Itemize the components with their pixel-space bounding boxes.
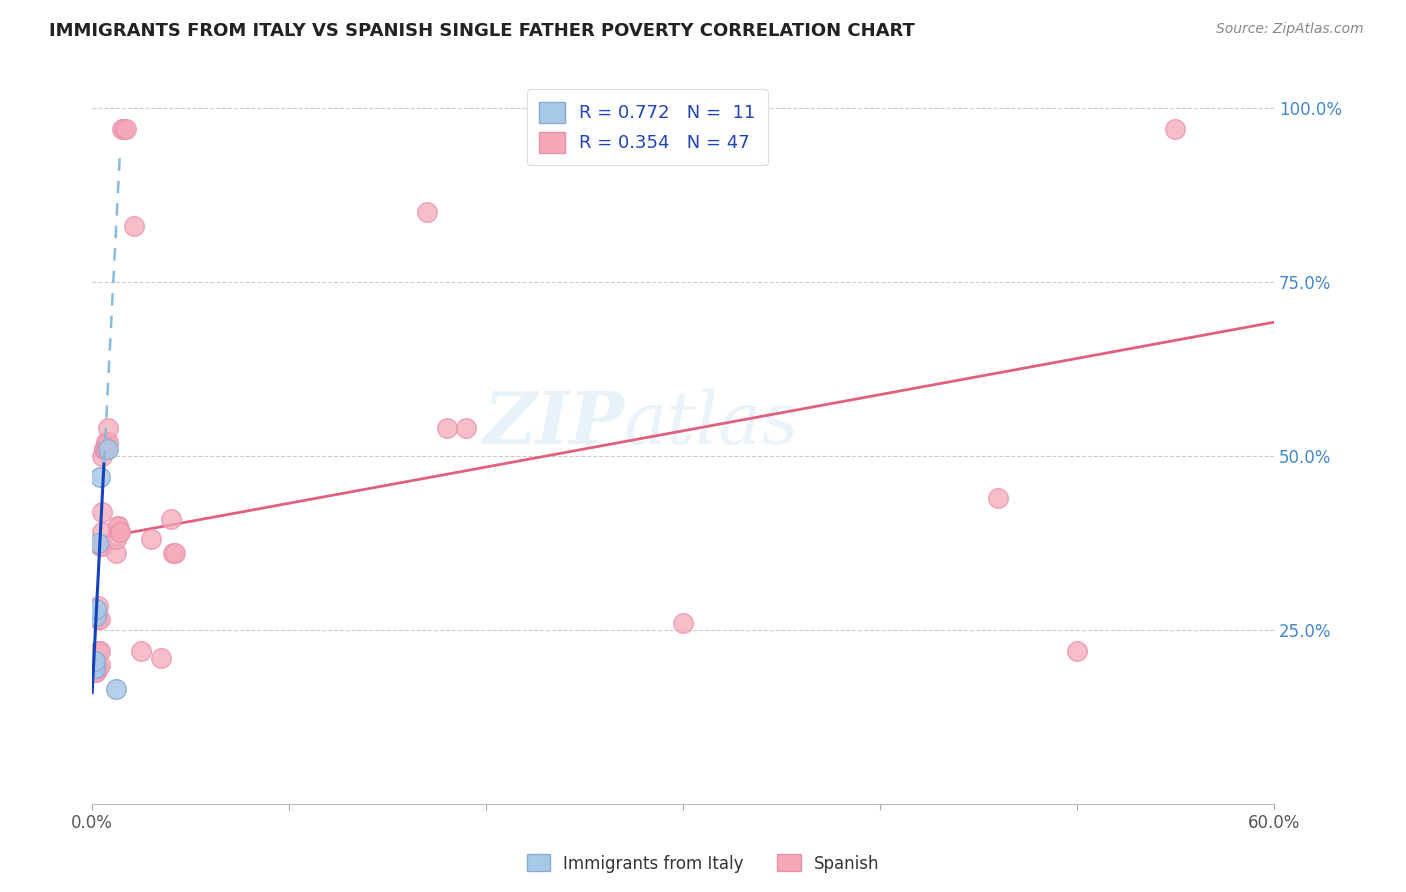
Point	[91, 525, 114, 540]
Point	[84, 665, 107, 679]
Point	[672, 615, 695, 630]
Point	[114, 121, 136, 136]
Point	[89, 644, 111, 658]
Point	[87, 536, 110, 550]
Point	[436, 421, 458, 435]
Point	[987, 491, 1010, 505]
Point	[93, 442, 115, 456]
Point	[1066, 644, 1088, 658]
Point	[104, 682, 127, 697]
Point	[107, 518, 129, 533]
Point	[91, 540, 114, 554]
Point	[87, 599, 110, 613]
Point	[108, 525, 131, 540]
Point	[94, 434, 117, 449]
Point	[107, 518, 129, 533]
Point	[84, 654, 107, 668]
Point	[84, 661, 107, 675]
Point	[97, 434, 120, 449]
Point	[416, 205, 439, 219]
Legend: R = 0.772   N =  11, R = 0.354   N = 47: R = 0.772 N = 11, R = 0.354 N = 47	[527, 89, 768, 165]
Point	[83, 661, 105, 675]
Point	[91, 505, 114, 519]
Point	[141, 533, 163, 547]
Point	[93, 442, 115, 456]
Point	[108, 525, 131, 540]
Point	[87, 661, 110, 675]
Text: atlas: atlas	[624, 389, 800, 459]
Point	[84, 657, 107, 672]
Point	[89, 540, 111, 554]
Point	[456, 421, 478, 435]
Point	[84, 665, 107, 679]
Point	[122, 219, 145, 234]
Text: ZIP: ZIP	[484, 388, 624, 459]
Point	[94, 442, 117, 456]
Point	[87, 612, 110, 626]
Text: IMMIGRANTS FROM ITALY VS SPANISH SINGLE FATHER POVERTY CORRELATION CHART: IMMIGRANTS FROM ITALY VS SPANISH SINGLE …	[49, 22, 915, 40]
Point	[131, 644, 153, 658]
Point	[83, 654, 105, 668]
Point	[89, 469, 111, 483]
Point	[150, 650, 173, 665]
Point	[111, 121, 134, 136]
Point	[89, 657, 111, 672]
Point	[89, 612, 111, 626]
Point	[104, 533, 127, 547]
Text: Source: ZipAtlas.com: Source: ZipAtlas.com	[1216, 22, 1364, 37]
Point	[162, 546, 184, 560]
Point	[112, 121, 135, 136]
Point	[163, 546, 186, 560]
Point	[84, 657, 107, 672]
Point	[104, 546, 127, 560]
Point	[84, 602, 107, 616]
Point	[83, 661, 105, 675]
Point	[91, 449, 114, 463]
Point	[83, 657, 105, 672]
Point	[97, 442, 120, 456]
Point	[87, 644, 110, 658]
Point	[83, 654, 105, 668]
Point	[160, 511, 183, 525]
Point	[97, 421, 120, 435]
Point	[1164, 121, 1187, 136]
Legend: Immigrants from Italy, Spanish: Immigrants from Italy, Spanish	[520, 847, 886, 880]
Point	[84, 609, 107, 624]
